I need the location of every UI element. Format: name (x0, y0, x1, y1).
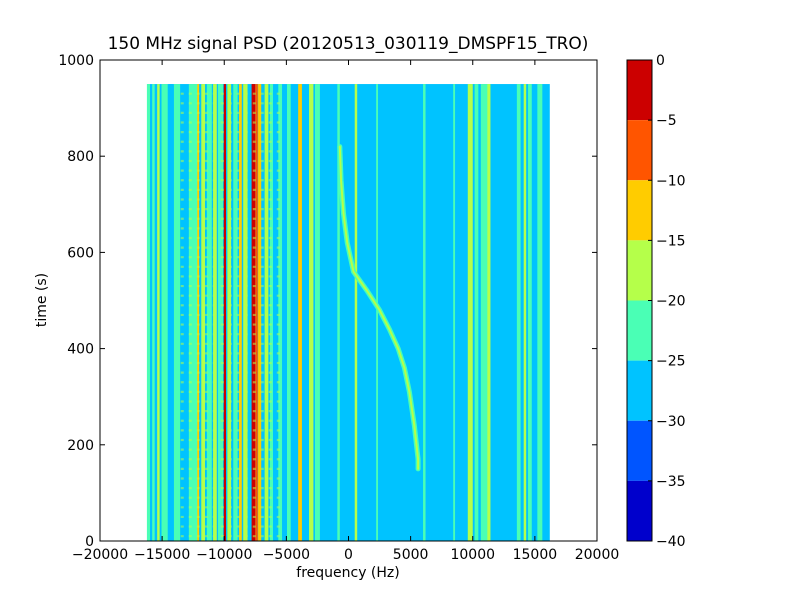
y-tick-label: 400 (67, 342, 94, 358)
spectral-band (251, 84, 256, 541)
spectral-band (278, 84, 283, 541)
x-tick-label: −5000 (263, 547, 310, 563)
spectral-band (337, 84, 340, 541)
spectral-band (314, 84, 320, 541)
spectral-band (239, 84, 242, 541)
spectral-band (201, 84, 205, 541)
y-axis: 0 200 400 600 800 1000 (58, 53, 597, 550)
x-tick-label: −20000 (72, 547, 128, 563)
spectral-band (523, 84, 527, 541)
colorbar-segment (627, 120, 652, 181)
spectral-band (453, 84, 456, 541)
x-tick-label: 5000 (393, 547, 429, 563)
x-tick-label: 15000 (513, 547, 558, 563)
y-axis-label: time (s) (34, 273, 50, 327)
colorbar-segment (627, 300, 652, 361)
spectral-band (264, 84, 269, 541)
x-axis: −20000 −15000 −10000 −5000 0 5000 10000 15000 20… (72, 60, 619, 563)
spectral-band (213, 84, 217, 541)
y-tick-label: 600 (67, 245, 94, 261)
colorbar-tick-label: −30 (656, 414, 686, 430)
x-axis-label: frequency (Hz) (296, 565, 399, 581)
spectral-band (309, 84, 314, 541)
spectral-band (354, 84, 358, 541)
spectral-band (487, 84, 491, 541)
spectral-band (480, 84, 490, 541)
x-tick-label: 10000 (450, 547, 495, 563)
colorbar-segment (627, 420, 652, 481)
colorbar-tick-label: −25 (656, 354, 686, 370)
spectral-band (218, 84, 224, 541)
x-tick-label: 0 (344, 547, 353, 563)
colorbar-tick-label: −5 (656, 113, 677, 129)
colorbar-tick-label: −20 (656, 294, 686, 310)
spectral-band (157, 84, 160, 541)
spectral-band (286, 84, 291, 541)
spectral-band (223, 84, 226, 541)
spectral-band (376, 84, 379, 541)
spectral-band (255, 84, 258, 541)
spectral-band (516, 84, 521, 541)
spectral-band (298, 84, 302, 541)
y-tick-label: 0 (85, 534, 94, 550)
colorbar-segment (627, 60, 652, 121)
spectral-band (206, 84, 212, 541)
colorbar-segment (627, 240, 652, 301)
colorbar-segment (627, 360, 652, 421)
spectral-band (161, 84, 168, 541)
spectral-band (152, 84, 155, 541)
spectral-band (146, 84, 151, 541)
colorbar-segment (627, 480, 652, 541)
y-tick-label: 200 (67, 438, 94, 454)
spectral-band (243, 84, 248, 541)
x-tick-label: −10000 (196, 547, 252, 563)
x-tick-label: −15000 (134, 547, 190, 563)
spectral-band (233, 84, 238, 541)
spectral-band (188, 84, 198, 541)
y-tick-label: 1000 (58, 53, 94, 69)
colorbar-tick-label: −10 (656, 173, 686, 189)
spectral-band (528, 84, 532, 541)
spectral-band (467, 84, 473, 541)
y-tick-label: 800 (67, 149, 94, 165)
spectral-band (269, 84, 274, 541)
spectral-band (197, 84, 200, 541)
spectral-band (168, 84, 173, 541)
x-tick-label: 20000 (575, 547, 620, 563)
doppler-trace (338, 145, 420, 470)
colorbar: 0 −5 −10 −15 −20 −25 −30 −35 −40 (626, 53, 686, 550)
chart-title: 150 MHz signal PSD (20120513_030119_DMSP… (108, 34, 589, 54)
spectral-band (258, 84, 262, 541)
colorbar-tick-label: −40 (656, 534, 686, 550)
colorbar-tick-label: 0 (656, 53, 665, 69)
spectral-band (173, 84, 181, 541)
spectral-band (423, 84, 426, 541)
heatmap (146, 84, 550, 541)
spectral-band (474, 84, 479, 541)
colorbar-tick-label: −35 (656, 474, 686, 490)
spectral-band (227, 84, 232, 541)
colorbar-segment (627, 180, 652, 241)
spectral-band (537, 84, 543, 541)
colorbar-tick-label: −15 (656, 233, 686, 249)
